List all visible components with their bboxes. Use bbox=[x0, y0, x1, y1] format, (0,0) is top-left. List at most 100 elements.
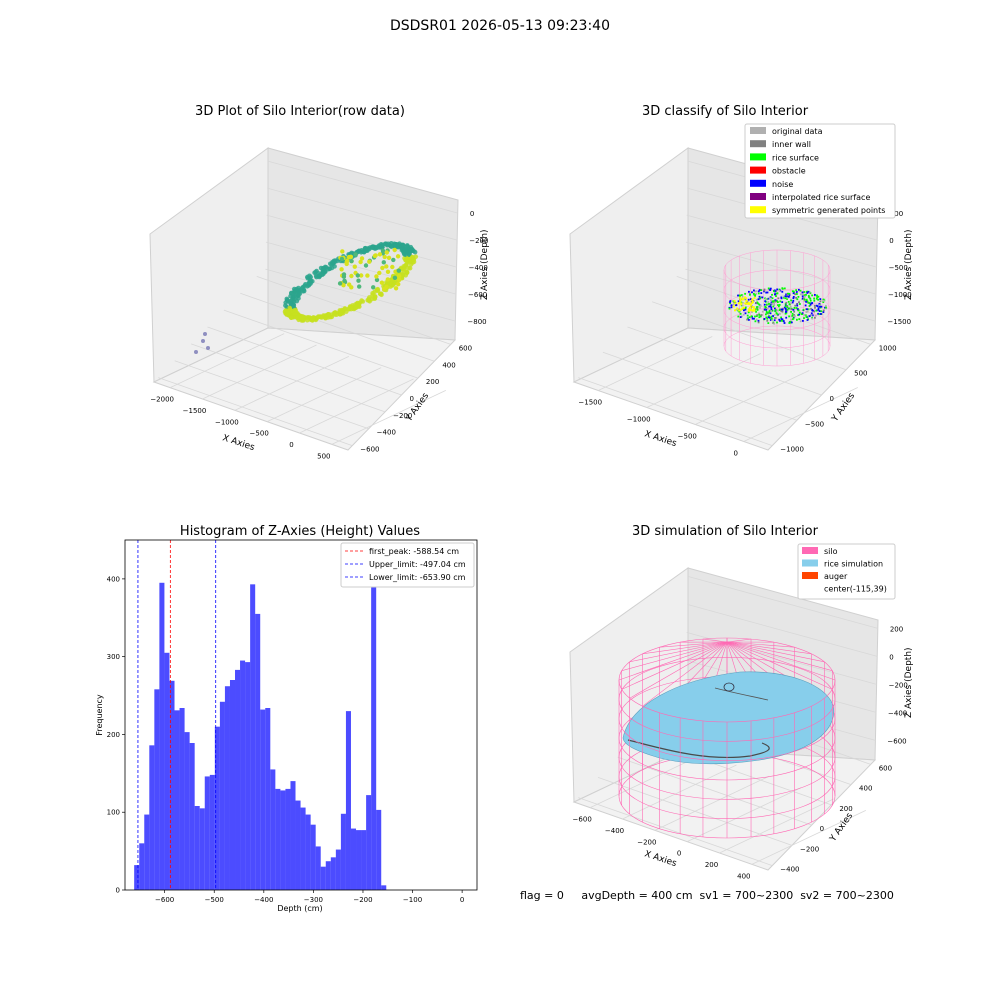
classified-point bbox=[761, 296, 764, 299]
classified-point bbox=[810, 312, 813, 315]
gridline bbox=[695, 370, 810, 425]
classified-point bbox=[799, 320, 802, 323]
classified-point bbox=[743, 309, 745, 312]
classified-point bbox=[769, 287, 772, 290]
classified-point bbox=[744, 306, 747, 309]
histogram-frame bbox=[124, 539, 478, 891]
legend-label: center(-115,39) bbox=[824, 585, 887, 594]
histogram-bar bbox=[139, 843, 145, 890]
classify-x-axis-label: X Axies bbox=[643, 429, 678, 449]
legend-swatch bbox=[802, 547, 818, 554]
y-tick-label: 600 bbox=[459, 344, 472, 352]
silo-roof-rib bbox=[726, 638, 752, 643]
raw-point bbox=[377, 252, 383, 257]
classified-point bbox=[781, 310, 784, 313]
raw-point bbox=[201, 339, 205, 343]
classified-point bbox=[779, 308, 781, 311]
silo-wireframe-front bbox=[618, 679, 836, 839]
classify-z-ticks: 500 0 −500 −1000 −1500 bbox=[887, 210, 911, 326]
classified-point bbox=[764, 306, 767, 308]
silo-roof-rib bbox=[621, 641, 728, 690]
classified-point bbox=[808, 302, 811, 304]
classified-point bbox=[792, 318, 794, 321]
classified-point bbox=[815, 304, 818, 307]
classified-point bbox=[774, 299, 777, 302]
classified-point bbox=[746, 318, 749, 321]
classified-point bbox=[792, 297, 795, 299]
classified-point bbox=[769, 296, 772, 299]
classified-point bbox=[797, 309, 800, 312]
gridline bbox=[676, 276, 871, 345]
histogram-bar bbox=[194, 806, 200, 890]
classified-point bbox=[775, 292, 778, 295]
raw-point bbox=[396, 282, 401, 287]
classified-point bbox=[770, 315, 773, 318]
classified-point bbox=[742, 313, 745, 316]
legend-label: symmetric generated points bbox=[772, 206, 885, 215]
raw-point bbox=[339, 256, 345, 262]
classified-point bbox=[788, 303, 791, 305]
classified-point bbox=[771, 319, 773, 321]
histogram-bar bbox=[285, 788, 291, 890]
classified-point bbox=[755, 306, 758, 308]
classified-point bbox=[807, 302, 810, 304]
classified-point bbox=[753, 296, 756, 299]
classified-point bbox=[766, 307, 769, 310]
classified-point bbox=[765, 310, 768, 313]
x-tick-label: 0 bbox=[734, 450, 738, 458]
legend-swatch bbox=[750, 206, 766, 214]
classified-point bbox=[748, 319, 750, 321]
histogram-bar bbox=[235, 669, 241, 890]
classified-point bbox=[780, 308, 783, 311]
classified-point bbox=[805, 299, 808, 302]
classified-point bbox=[789, 305, 792, 308]
classified-point bbox=[780, 319, 783, 322]
histogram-bar bbox=[305, 814, 311, 890]
histogram-panel: −600 −500 −400 −300 −200 −100 0 0100200300400 … bbox=[95, 539, 478, 913]
raw-point bbox=[206, 346, 210, 350]
raw-point bbox=[194, 350, 198, 354]
gridline bbox=[234, 355, 350, 411]
classified-point bbox=[765, 298, 767, 300]
y-tick-label: 0 bbox=[820, 825, 824, 833]
raw-y-ticks: −600 −400 −200 0 200 400 600 bbox=[360, 344, 472, 453]
histogram-bar bbox=[335, 849, 341, 890]
classified-point bbox=[749, 306, 751, 309]
y-tick-label: 400 bbox=[442, 361, 455, 369]
raw-point bbox=[412, 249, 418, 255]
raw-point bbox=[381, 260, 386, 265]
gridline bbox=[578, 797, 773, 866]
classified-point bbox=[758, 295, 761, 298]
classified-point bbox=[748, 302, 751, 305]
x-tick-label: −600 bbox=[573, 816, 592, 824]
classified-point bbox=[795, 289, 798, 291]
classify-legend: original data inner wall rice surface obsta… bbox=[744, 123, 896, 219]
simulation-y-ticks: −400 −200 0 200 400 600 bbox=[780, 764, 892, 873]
classified-point bbox=[751, 299, 754, 302]
z-tick-label: −800 bbox=[467, 318, 486, 326]
classified-point bbox=[740, 301, 743, 304]
classified-point bbox=[757, 292, 760, 295]
classified-point bbox=[781, 308, 784, 311]
simulation-z-axis-label: Z Axies (Depth) bbox=[904, 647, 914, 718]
x-tick-label: −500 bbox=[250, 430, 269, 438]
y-tick-label: 200 bbox=[107, 731, 120, 739]
classified-point bbox=[786, 298, 788, 300]
classified-point bbox=[753, 309, 756, 312]
classified-point bbox=[740, 308, 743, 311]
histogram-bar bbox=[320, 866, 326, 890]
classified-point bbox=[790, 308, 793, 311]
classified-point bbox=[806, 316, 809, 318]
classified-point bbox=[755, 290, 758, 293]
classified-point bbox=[772, 315, 774, 317]
classified-point bbox=[741, 304, 744, 307]
histogram-bar bbox=[371, 555, 377, 890]
classified-point bbox=[749, 298, 752, 300]
classified-point bbox=[803, 298, 806, 301]
histogram-bar bbox=[345, 711, 351, 890]
y-tick-label: −500 bbox=[805, 420, 824, 428]
classified-point bbox=[813, 305, 816, 307]
histogram-x-ticks: −600 −500 −400 −300 −200 −100 0 bbox=[155, 890, 464, 904]
classified-point bbox=[777, 297, 780, 300]
